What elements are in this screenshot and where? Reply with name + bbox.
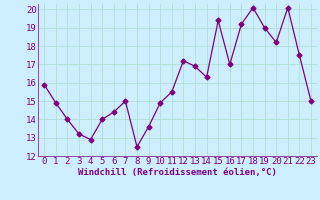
X-axis label: Windchill (Refroidissement éolien,°C): Windchill (Refroidissement éolien,°C) xyxy=(78,168,277,177)
